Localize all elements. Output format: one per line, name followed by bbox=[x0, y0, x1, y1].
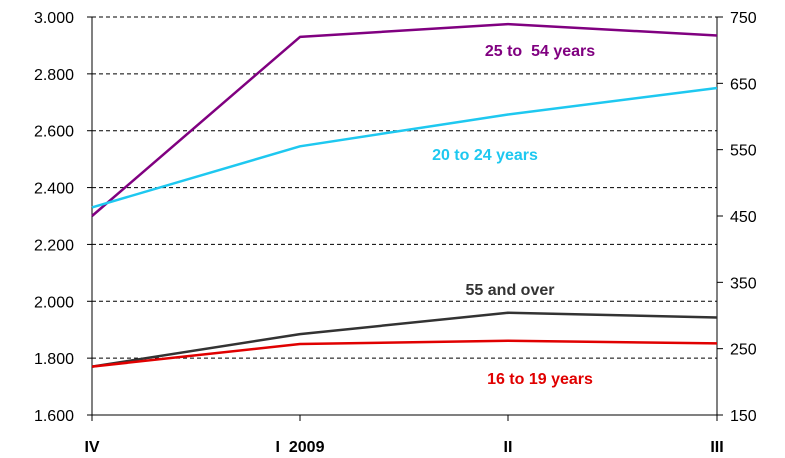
series-labels: 25 to 54 years 20 to 24 years 55 and over 1… bbox=[432, 43, 595, 388]
left-tick-label: 2.400 bbox=[34, 181, 74, 198]
series-label: 55 and over bbox=[466, 282, 555, 299]
x-tick-label: I 2009 bbox=[276, 439, 325, 456]
x-tick-label: IV bbox=[84, 439, 99, 456]
left-tick-label: 2.600 bbox=[34, 124, 74, 141]
grid bbox=[92, 16, 717, 359]
series-label: 25 to 54 years bbox=[485, 43, 595, 60]
right-tick-label: 150 bbox=[730, 408, 757, 425]
left-tick-label: 1.600 bbox=[34, 408, 74, 425]
series-lines bbox=[91, 22, 718, 368]
series-label: 20 to 24 years bbox=[432, 147, 538, 164]
left-tick-label: 2.000 bbox=[34, 294, 74, 311]
right-tick-label: 350 bbox=[730, 275, 757, 292]
right-tick-label: 250 bbox=[730, 342, 757, 359]
right-tick-label: 450 bbox=[730, 209, 757, 226]
series-label: 16 to 19 years bbox=[487, 371, 593, 388]
left-tick-label: 2.800 bbox=[34, 67, 74, 84]
series-line bbox=[91, 22, 718, 217]
left-tick-label: 3.000 bbox=[34, 10, 74, 27]
series-line bbox=[91, 339, 718, 368]
right-tick-label: 650 bbox=[730, 76, 757, 93]
left-tick-label: 1.800 bbox=[34, 351, 74, 368]
right-tick-label: 550 bbox=[730, 143, 757, 160]
series-line bbox=[91, 86, 718, 209]
left-tick-label: 2.200 bbox=[34, 237, 74, 254]
axes: 3.000 2.800 2.600 2.400 2.200 2.000 1.800 1.600… bbox=[34, 10, 757, 456]
series-line bbox=[91, 311, 718, 368]
x-tick-label: III bbox=[710, 439, 723, 456]
right-tick-label: 750 bbox=[730, 10, 757, 27]
x-tick-label: II bbox=[504, 439, 513, 456]
